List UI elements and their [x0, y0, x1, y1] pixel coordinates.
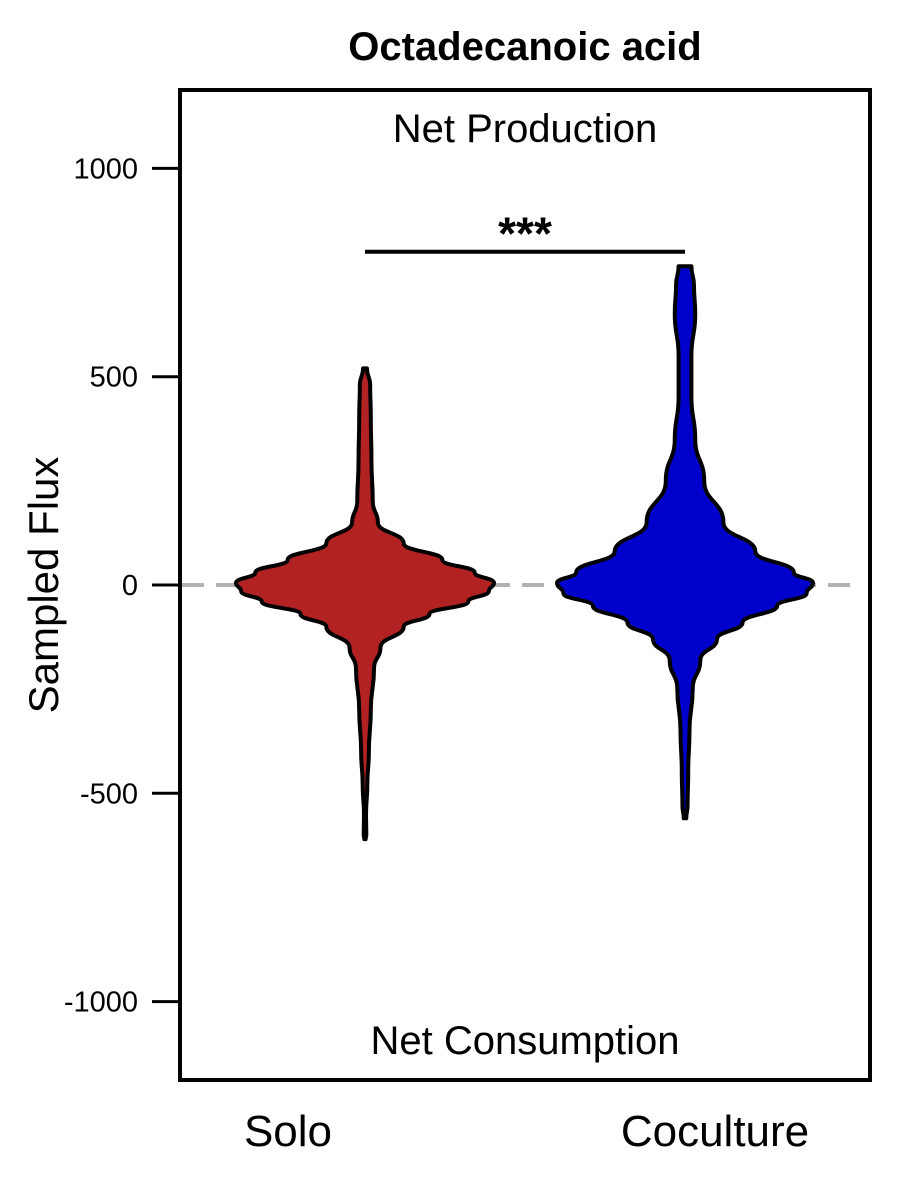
annotation-net-consumption: Net Consumption — [370, 1019, 679, 1063]
x-category-label: Coculture — [621, 1107, 809, 1156]
x-category-label: Solo — [244, 1107, 332, 1156]
y-tick-label: 0 — [122, 570, 138, 602]
plot-area: *** Net Production Net Consumption — [178, 88, 872, 1082]
y-axis: -1000 -500 0 500 1000 — [64, 153, 180, 1019]
chart-title: Octadecanoic acid — [348, 25, 701, 69]
annotation-net-production: Net Production — [393, 107, 658, 151]
y-tick-label: -1000 — [64, 987, 138, 1019]
y-axis-label: Sampled Flux — [20, 457, 67, 714]
violin-solo — [234, 366, 496, 842]
significance-label: *** — [498, 208, 552, 260]
y-tick-label: 1000 — [73, 153, 138, 185]
y-tick-label: 500 — [90, 362, 138, 394]
violin-coculture — [555, 264, 815, 821]
y-tick-label: -500 — [80, 778, 138, 810]
violins — [234, 264, 815, 842]
x-axis: Solo Coculture — [244, 1107, 809, 1156]
